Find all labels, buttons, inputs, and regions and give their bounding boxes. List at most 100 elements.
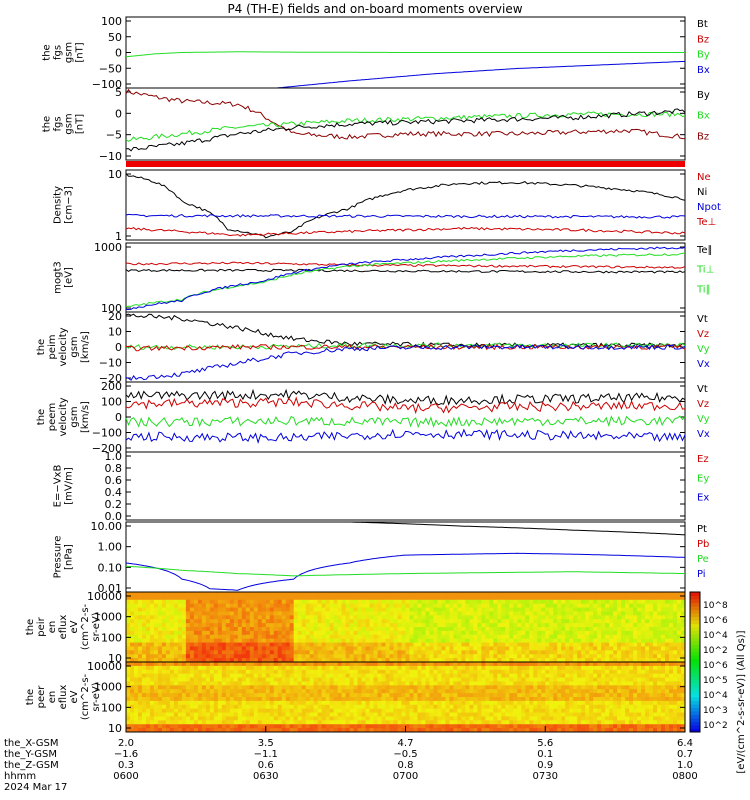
heatmap-cell (409, 634, 414, 640)
heatmap-cell (541, 595, 546, 601)
heatmap-cell (493, 634, 498, 640)
heatmap-cell (473, 724, 478, 729)
heatmap-cell (297, 677, 303, 682)
heatmap-cell (581, 681, 586, 686)
heatmap-cell (333, 630, 339, 636)
heatmap-cell (429, 615, 434, 620)
heatmap-cell (501, 724, 506, 729)
heatmap-cell (161, 595, 167, 601)
heatmap-cell (293, 673, 299, 679)
heatmap-cell (273, 592, 279, 597)
y-tick-label: 10 (108, 652, 122, 665)
heatmap-cell (289, 673, 295, 679)
heatmap-cell (429, 642, 434, 647)
heatmap-cell (397, 724, 403, 729)
heatmap-cell (421, 630, 426, 636)
heatmap-cell (565, 599, 570, 605)
heatmap-cell (597, 728, 602, 733)
heatmap-cell (609, 720, 614, 725)
heatmap-cell (345, 654, 351, 659)
heatmap-cell (537, 720, 542, 725)
heatmap-cell (261, 592, 267, 597)
heatmap-cell (509, 658, 514, 663)
heatmap-cell (441, 685, 446, 690)
heatmap-cell (597, 646, 602, 651)
heatmap-cell (133, 615, 139, 620)
heatmap-cell (429, 700, 434, 706)
heatmap-cell (165, 716, 171, 721)
heatmap-cell (433, 673, 438, 679)
heatmap-cell (213, 603, 219, 609)
heatmap-cell (665, 630, 670, 636)
heatmap-cell (393, 650, 399, 655)
heatmap-cell (289, 681, 295, 686)
heatmap-cell (265, 646, 271, 651)
series-ti⊥ (125, 246, 686, 311)
heatmap-cell (173, 704, 179, 710)
heatmap-cell (161, 619, 167, 624)
heatmap-cell (213, 595, 219, 601)
heatmap-cell (209, 704, 215, 710)
heatmap-cell (533, 592, 538, 597)
heatmap-cell (417, 689, 422, 694)
heatmap-cell (617, 708, 622, 714)
heatmap-cell (177, 724, 183, 729)
heatmap-cell (373, 627, 379, 632)
heatmap-cell (217, 654, 223, 659)
heatmap-cell (437, 716, 442, 721)
heatmap-cell (585, 724, 590, 729)
heatmap-cell (565, 685, 570, 690)
heatmap-cell (205, 595, 211, 601)
heatmap-cell (577, 712, 582, 717)
heatmap-cell (617, 646, 622, 651)
heatmap-cell (369, 704, 375, 710)
heatmap-cell (433, 665, 438, 671)
heatmap-cell (197, 708, 203, 714)
y-axis-label-line: peim (47, 334, 58, 359)
heatmap-cell (237, 712, 243, 717)
heatmap-cell (333, 716, 339, 721)
y-tick-label: 100 (101, 15, 122, 28)
heatmap-cell (577, 693, 582, 698)
heatmap-cell (617, 665, 622, 671)
heatmap-cell (285, 708, 291, 714)
heatmap-cell (409, 673, 414, 679)
heatmap-cell (141, 708, 147, 714)
heatmap-cell (237, 592, 243, 597)
heatmap-cell (441, 689, 446, 694)
heatmap-cell (217, 603, 223, 609)
heatmap-cell (209, 658, 215, 663)
heatmap-cell (473, 627, 478, 632)
heatmap-cell (397, 697, 403, 702)
heatmap-cell (589, 665, 594, 671)
heatmap-cell (553, 689, 558, 694)
heatmap-cell (517, 697, 522, 702)
heatmap-cell (177, 623, 183, 628)
heatmap-cell (221, 623, 227, 628)
heatmap-cell (189, 595, 195, 601)
heatmap-cell (177, 658, 183, 663)
y-axis-label-line: gsm (69, 336, 80, 357)
heatmap-cell (465, 619, 470, 624)
heatmap-cell (165, 673, 171, 679)
heatmap-cell (565, 724, 570, 729)
heatmap-cell (573, 611, 578, 616)
heatmap-cell (297, 708, 303, 714)
heatmap-cell (373, 720, 379, 725)
heatmap-cell (657, 603, 662, 609)
heatmap-cell (153, 697, 159, 702)
heatmap-cell (393, 623, 399, 628)
heatmap-cell (469, 677, 474, 682)
heatmap-cell (645, 650, 650, 655)
heatmap-cell (493, 627, 498, 632)
heatmap-cell (129, 673, 135, 679)
heatmap-cell (333, 689, 339, 694)
heatmap-cell (421, 700, 426, 706)
heatmap-cell (293, 724, 299, 729)
heatmap-cell (153, 669, 159, 675)
heatmap-cell (417, 662, 422, 667)
heatmap-cell (585, 592, 590, 597)
heatmap-cell (445, 638, 450, 644)
heatmap-cell (397, 619, 403, 624)
heatmap-cell (173, 630, 179, 636)
